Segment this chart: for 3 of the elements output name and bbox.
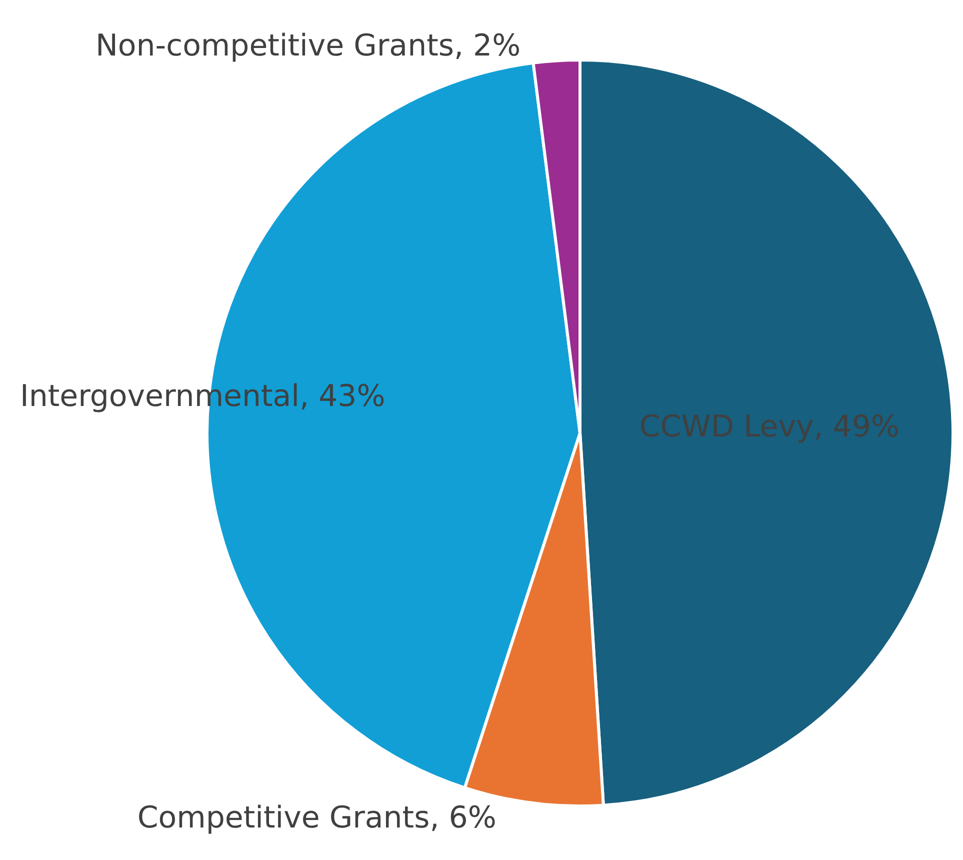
slice-label: CCWD Levy, 49% [639,410,900,445]
slice-label: Competitive Grants, 6% [137,800,496,836]
slice-label: Non-competitive Grants, 2% [95,28,521,64]
